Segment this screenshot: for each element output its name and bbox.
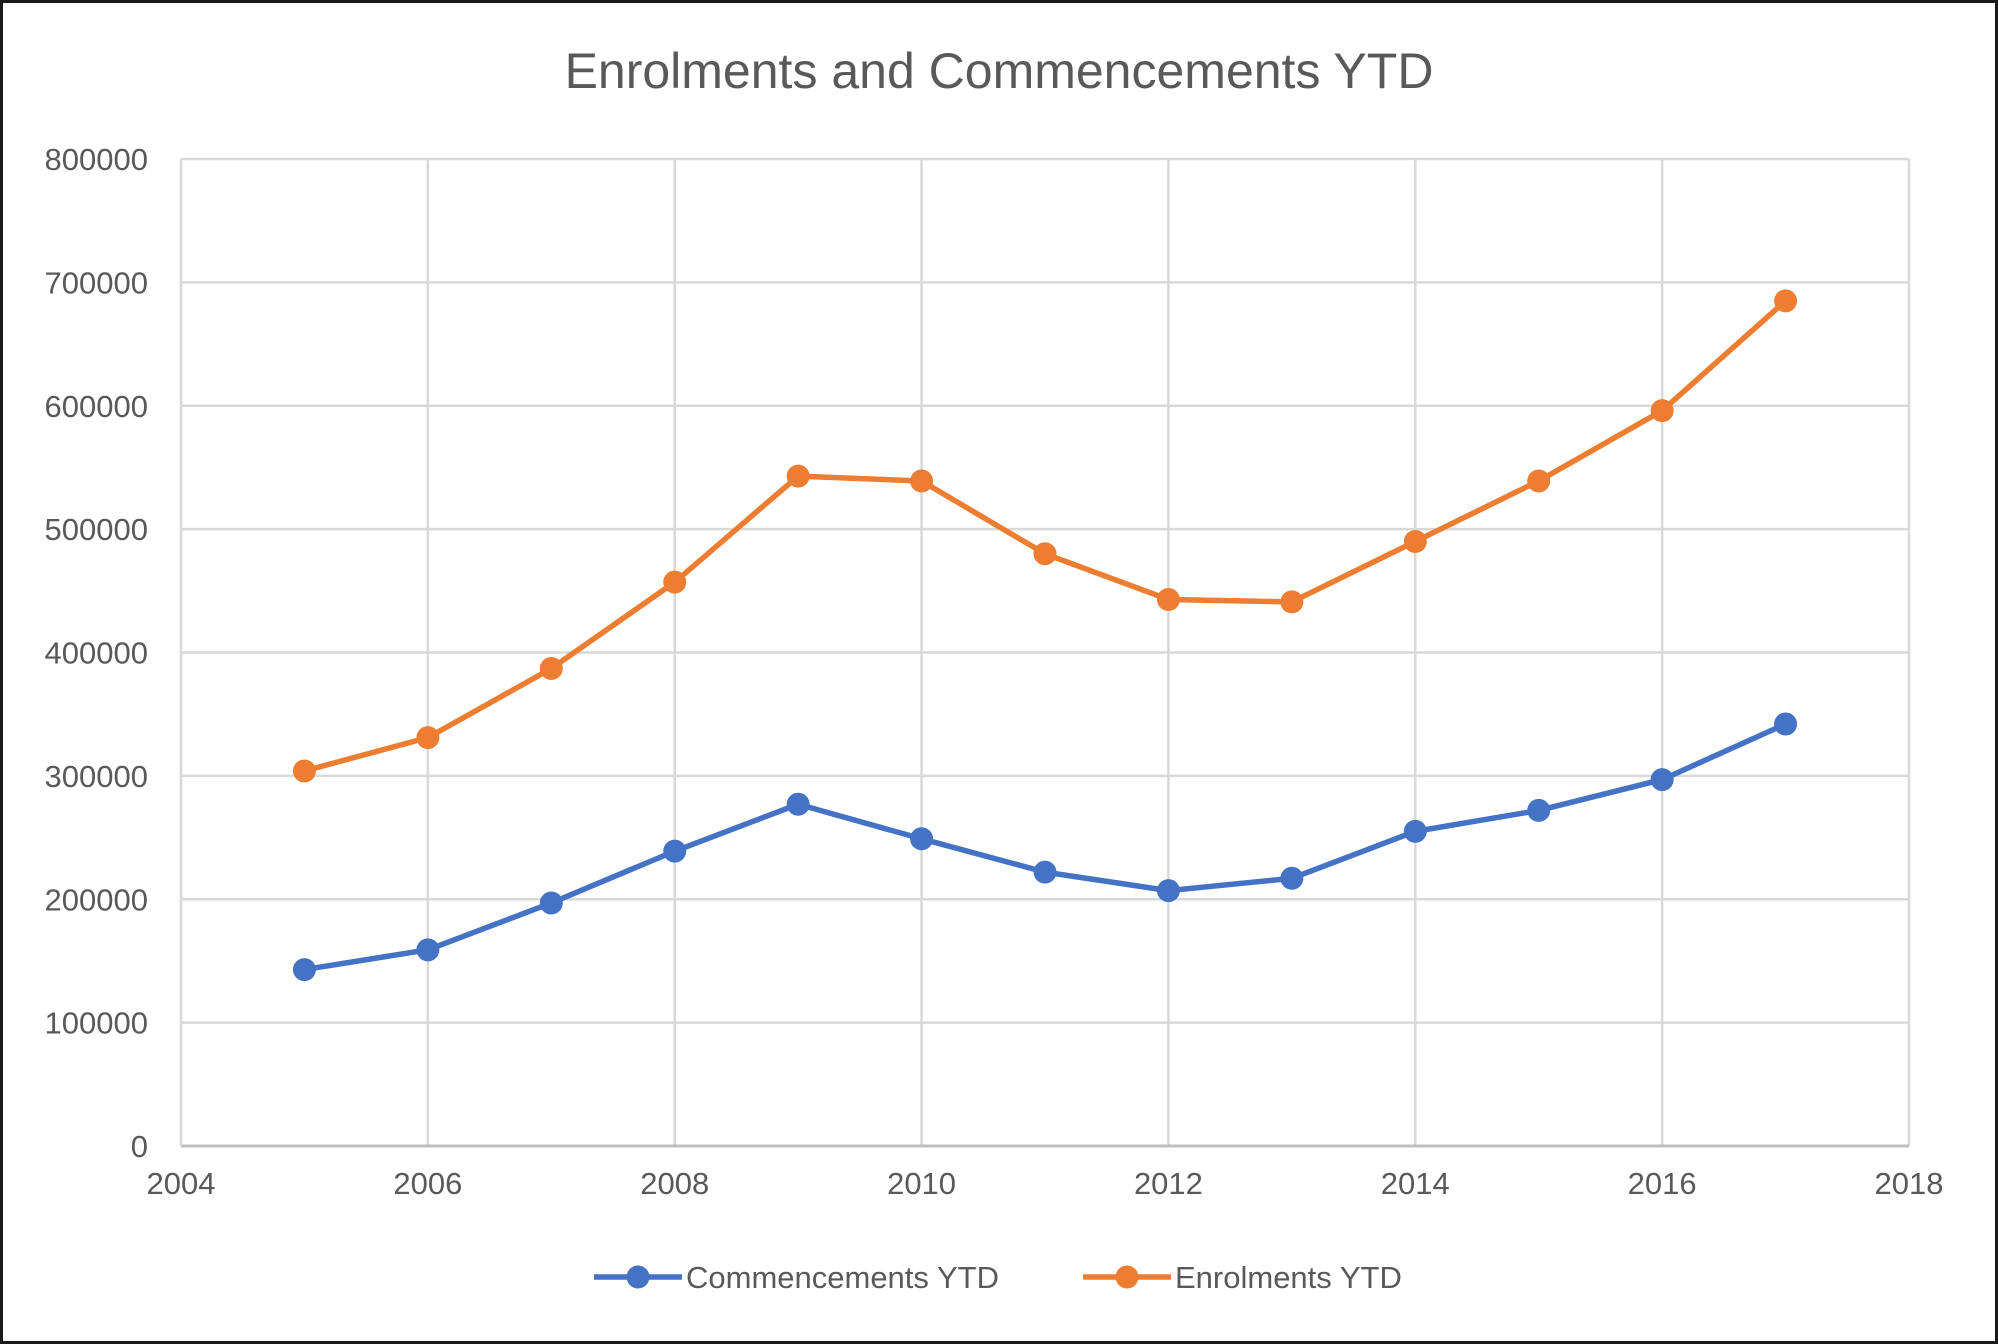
data-point-commencements-ytd <box>292 958 316 982</box>
data-point-commencements-ytd <box>663 839 687 863</box>
data-point-commencements-ytd <box>1033 860 1057 884</box>
data-point-enrolments-ytd <box>1156 587 1180 611</box>
x-tick-label: 2006 <box>393 1166 462 1201</box>
data-point-commencements-ytd <box>1280 866 1304 890</box>
data-point-enrolments-ytd <box>1033 542 1057 566</box>
legend-marker-commencements-ytd <box>626 1265 650 1289</box>
legend-item-commencements-ytd: Commencements YTD <box>594 1260 999 1295</box>
data-point-commencements-ytd <box>416 938 440 962</box>
data-point-commencements-ytd <box>1650 768 1674 792</box>
legend: Commencements YTD Enrolments YTD <box>594 1260 1402 1295</box>
chart-title: Enrolments and Commencements YTD <box>565 43 1434 99</box>
data-point-enrolments-ytd <box>1650 399 1674 423</box>
data-point-enrolments-ytd <box>416 726 440 750</box>
x-tick-label: 2016 <box>1628 1166 1697 1201</box>
data-point-enrolments-ytd <box>1527 469 1551 493</box>
x-tick-label: 2014 <box>1381 1166 1450 1201</box>
data-point-commencements-ytd <box>1774 712 1798 736</box>
gridlines <box>179 157 1911 1148</box>
y-tick-label: 500000 <box>45 512 148 547</box>
axes: 0 100000 200000 300000 400000 500000 600000 700… <box>45 142 1944 1201</box>
series-commencements-ytd <box>292 712 1798 982</box>
data-point-enrolments-ytd <box>786 464 810 488</box>
data-point-enrolments-ytd <box>1403 529 1427 553</box>
data-point-enrolments-ytd <box>1280 590 1304 614</box>
y-tick-label: 100000 <box>45 1006 148 1041</box>
data-point-commencements-ytd <box>910 827 934 851</box>
series-line-commencements-ytd <box>303 721 1787 973</box>
data-point-enrolments-ytd <box>663 570 687 594</box>
data-point-commencements-ytd <box>1403 819 1427 843</box>
x-tick-label: 2018 <box>1875 1166 1944 1201</box>
x-tick-label: 2010 <box>887 1166 956 1201</box>
legend-marker-enrolments-ytd <box>1115 1265 1139 1289</box>
data-point-enrolments-ytd <box>910 469 934 493</box>
y-tick-label: 700000 <box>45 265 148 300</box>
data-point-enrolments-ytd <box>1774 289 1798 313</box>
legend-item-enrolments-ytd: Enrolments YTD <box>1083 1260 1402 1295</box>
data-point-commencements-ytd <box>786 792 810 816</box>
y-tick-label: 200000 <box>45 882 148 917</box>
series-enrolments-ytd <box>292 289 1798 783</box>
data-point-commencements-ytd <box>1156 879 1180 903</box>
series-line-enrolments-ytd <box>303 298 1788 774</box>
series-layer <box>292 289 1798 982</box>
data-point-commencements-ytd <box>1527 798 1551 822</box>
x-tick-label: 2004 <box>147 1166 216 1201</box>
y-tick-label: 600000 <box>45 389 148 424</box>
y-tick-label: 400000 <box>45 636 148 671</box>
data-point-commencements-ytd <box>539 891 563 915</box>
y-tick-label: 300000 <box>45 759 148 794</box>
data-point-enrolments-ytd <box>539 657 563 681</box>
data-point-enrolments-ytd <box>292 759 316 783</box>
legend-label-enrolments-ytd: Enrolments YTD <box>1175 1260 1402 1295</box>
x-tick-label: 2008 <box>640 1166 709 1201</box>
y-tick-label: 0 <box>131 1129 148 1164</box>
y-tick-label: 800000 <box>45 142 148 177</box>
legend-label-commencements-ytd: Commencements YTD <box>686 1260 999 1295</box>
x-tick-label: 2012 <box>1134 1166 1203 1201</box>
